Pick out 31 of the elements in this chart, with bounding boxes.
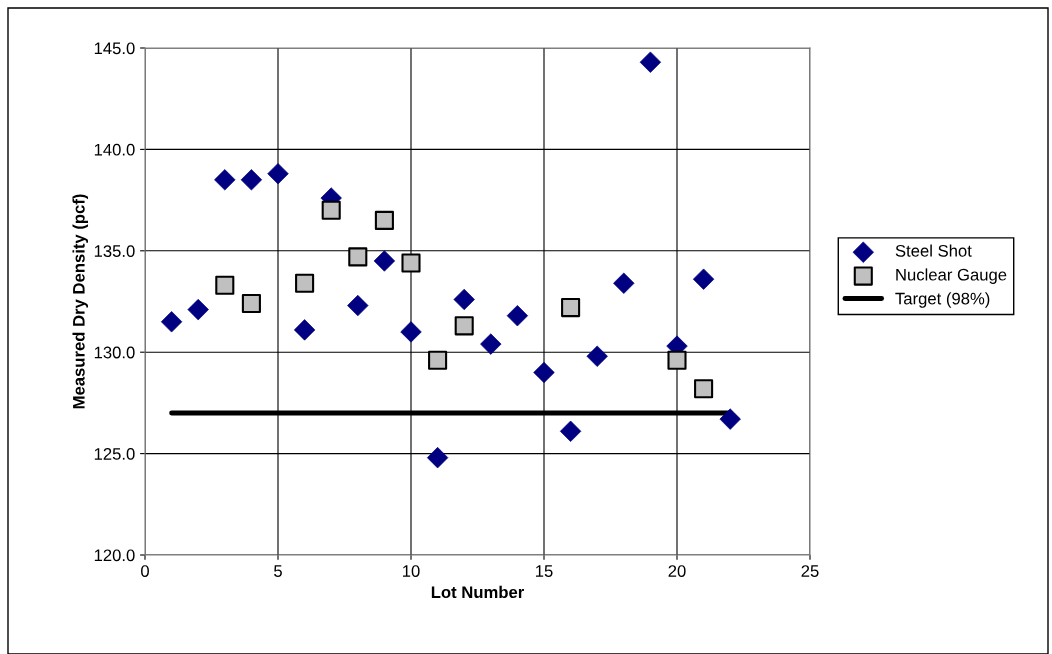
x-tick-label: 5 — [274, 565, 282, 577]
y-tick-label: 140.0 — [94, 143, 135, 156]
x-axis-title: Lot Number — [431, 585, 525, 599]
point — [401, 253, 421, 273]
legend-label: Target (98%) — [895, 292, 990, 308]
point — [454, 316, 474, 336]
y-tick-label: 145.0 — [94, 42, 135, 55]
x-tick-label: 15 — [536, 565, 553, 577]
point — [561, 298, 581, 318]
legend-label: Nuclear Gauge — [896, 268, 1007, 284]
point — [667, 350, 687, 370]
legend-label: Steel Shot — [895, 244, 972, 257]
point — [241, 293, 261, 314]
y-tick-label: 135.0 — [94, 245, 135, 257]
point — [480, 333, 502, 355]
y-axis-title: Measured Dry Density (pcf) — [72, 194, 89, 409]
point — [428, 350, 448, 370]
y-tick-label: 125.0 — [94, 448, 135, 460]
point — [694, 379, 714, 399]
point — [348, 247, 368, 267]
point — [374, 210, 394, 230]
x-tick-label: 20 — [668, 565, 686, 577]
x-tick-label: 25 — [801, 565, 819, 577]
point — [321, 200, 341, 220]
x-tick-label: 10 — [403, 565, 420, 577]
y-tick-label: 130.0 — [94, 346, 135, 359]
y-tick-label: 120.0 — [94, 549, 135, 562]
point — [639, 51, 662, 73]
point — [295, 273, 315, 293]
point — [215, 275, 235, 295]
x-tick-label: 0 — [141, 565, 149, 577]
